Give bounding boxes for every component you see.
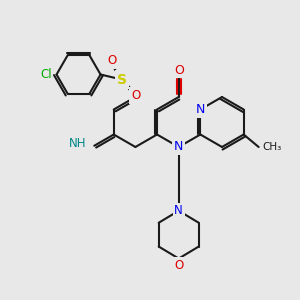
Text: O: O [107,54,116,67]
Text: N: N [174,140,183,154]
Text: O: O [131,89,140,102]
Text: O: O [174,64,184,76]
Text: N: N [174,204,183,217]
Text: S: S [117,73,127,86]
Text: N: N [196,103,205,116]
Text: Cl: Cl [40,68,52,81]
Text: CH₃: CH₃ [263,142,282,152]
Text: O: O [174,259,183,272]
Text: NH: NH [69,137,86,150]
